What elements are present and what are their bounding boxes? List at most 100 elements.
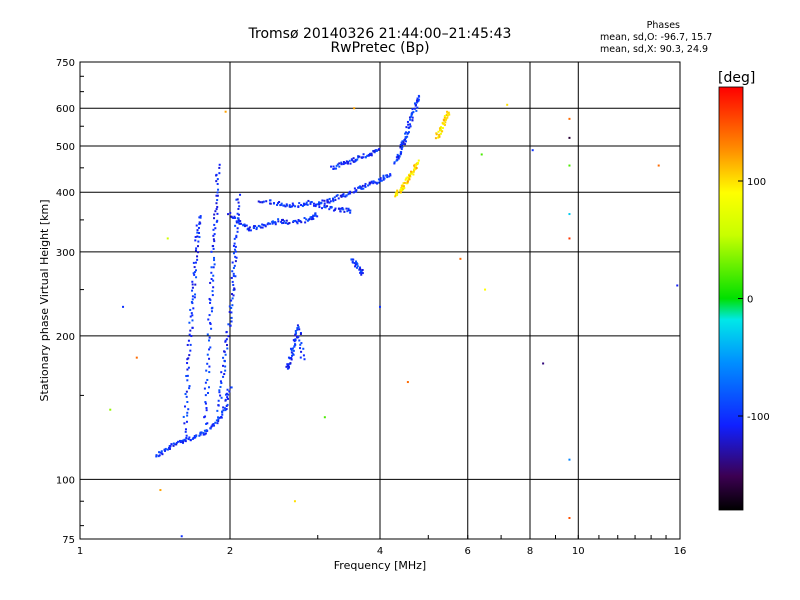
echo-point — [158, 451, 161, 454]
echo-point — [417, 98, 420, 101]
echo-point — [224, 409, 227, 412]
echo-point — [459, 257, 462, 260]
echo-point — [480, 153, 483, 156]
echo-point — [441, 122, 444, 125]
echo-point — [437, 136, 440, 139]
echo-point — [191, 319, 194, 322]
echo-point — [443, 115, 446, 118]
echo-point — [412, 173, 415, 176]
echo-point — [276, 203, 279, 206]
echo-point — [258, 225, 261, 228]
echo-point — [185, 390, 188, 393]
echo-point — [410, 114, 413, 117]
y-tick-label: 600 — [56, 104, 75, 115]
echo-point — [188, 387, 191, 390]
echo-point — [219, 394, 222, 397]
echo-point — [221, 411, 224, 414]
echo-point — [380, 179, 383, 182]
echo-point — [338, 162, 341, 165]
echo-point — [326, 199, 329, 202]
echo-point — [399, 188, 402, 191]
echo-point — [193, 271, 196, 274]
echo-point — [335, 167, 338, 170]
echo-point — [368, 153, 371, 156]
echo-point — [271, 220, 274, 223]
echo-point — [199, 215, 202, 218]
echo-point — [309, 201, 312, 204]
echo-point — [244, 225, 247, 228]
echo-point — [191, 295, 194, 298]
echo-point — [225, 408, 228, 411]
echo-point — [412, 170, 415, 173]
echo-point — [224, 398, 227, 401]
echo-point — [196, 258, 199, 261]
echo-point — [372, 180, 375, 183]
echo-point — [287, 367, 290, 370]
echo-point — [224, 339, 227, 342]
x-tick-label: 4 — [377, 546, 383, 557]
echo-point — [236, 198, 239, 201]
echo-point — [568, 136, 571, 139]
echo-point — [215, 173, 218, 176]
echo-point — [166, 237, 169, 240]
echo-point — [385, 174, 388, 177]
echo-point — [342, 195, 345, 198]
echo-point — [406, 120, 409, 123]
echo-point — [189, 343, 192, 346]
echo-point — [254, 225, 257, 228]
x-tick-label: 2 — [227, 546, 233, 557]
colorbar-ticks: 100 0 -100 — [738, 177, 770, 423]
echo-point — [197, 240, 200, 243]
echo-point — [292, 339, 295, 342]
echo-point — [262, 200, 265, 203]
echo-point — [234, 275, 237, 278]
echo-point — [212, 228, 215, 231]
echo-point — [226, 388, 229, 391]
echo-point — [213, 263, 216, 266]
echo-point — [394, 192, 397, 195]
echo-point — [416, 162, 419, 165]
echo-point — [179, 440, 182, 443]
echo-point — [568, 213, 571, 216]
echo-point — [213, 217, 216, 220]
echo-point — [358, 155, 361, 158]
echo-point — [245, 224, 248, 227]
echo-point — [304, 221, 307, 224]
echo-point — [435, 132, 438, 135]
echo-point — [398, 155, 401, 158]
echo-point — [262, 223, 265, 226]
echo-point — [184, 428, 187, 431]
echo-point — [184, 393, 187, 396]
echo-point — [187, 408, 190, 411]
echo-point — [170, 443, 173, 446]
echo-point — [189, 308, 192, 311]
echo-point — [357, 186, 360, 189]
echo-point — [233, 287, 236, 290]
echo-point — [416, 106, 419, 109]
echo-point — [228, 305, 231, 308]
echo-point — [191, 280, 194, 283]
echo-point — [379, 177, 382, 180]
echo-point — [212, 247, 215, 250]
echo-point — [288, 357, 291, 360]
echo-point — [220, 382, 223, 385]
echo-point — [218, 389, 221, 392]
echo-point — [290, 358, 293, 361]
echo-point — [344, 161, 347, 164]
colorbar-tick-label: 100 — [747, 177, 766, 188]
echo-point — [411, 112, 414, 115]
echo-point — [353, 262, 356, 265]
echo-point — [389, 174, 392, 177]
echo-point — [233, 237, 236, 240]
echo-point — [271, 222, 274, 225]
echo-point — [307, 199, 310, 202]
echo-point — [406, 135, 409, 138]
echo-point — [402, 141, 405, 144]
echo-point — [218, 163, 221, 166]
echo-point — [280, 202, 283, 205]
echo-point — [285, 219, 288, 222]
echo-point — [217, 399, 220, 402]
echo-point — [302, 354, 305, 357]
echo-point — [209, 299, 212, 302]
echo-point — [237, 213, 240, 216]
